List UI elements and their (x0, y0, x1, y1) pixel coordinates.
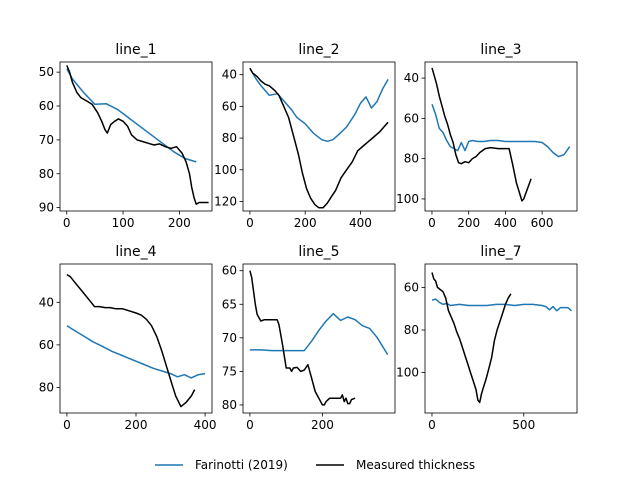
panel-title: line_1 (115, 42, 156, 58)
y-tick-label: 80 (39, 167, 54, 181)
series-line-measured (249, 270, 356, 406)
axes-frame (59, 61, 213, 212)
panel-title: line_3 (480, 42, 521, 58)
panel-line_7: line_7 0 500 60 80 100 (396, 244, 578, 432)
legend-label-farinotti: Farinotti (2019) (195, 458, 288, 472)
axes-frame (242, 263, 396, 414)
y-tick-label: 80 (222, 131, 237, 145)
series-line-measured (431, 272, 512, 404)
panel-line_3: line_3 0 200 400 600 40 60 80 100 (396, 42, 578, 230)
y-tick-label: 120 (214, 194, 237, 208)
axes-frame (59, 263, 213, 414)
y-tick-label: 40 (39, 295, 54, 309)
y-tick-label: 70 (222, 331, 237, 345)
legend-label-measured: Measured thickness (356, 458, 475, 472)
panel-title: line_2 (298, 42, 339, 58)
y-tick-label: 40 (222, 68, 237, 82)
x-tick-label: 0 (428, 216, 436, 230)
x-tick-label: 100 (112, 216, 135, 230)
y-tick-label: 90 (39, 201, 54, 215)
axes-frame (242, 61, 396, 212)
x-tick-label: 200 (125, 418, 148, 432)
axes-frame (424, 263, 578, 414)
x-tick-label: 400 (349, 216, 372, 230)
x-tick-label: 500 (512, 418, 535, 432)
panel-line_2: line_2 0 200 400 40 60 80 100 120 (214, 42, 396, 230)
x-tick-label: 400 (194, 418, 217, 432)
panel-title: line_4 (115, 244, 156, 260)
x-tick-label: 0 (246, 418, 254, 432)
series-group (431, 272, 572, 404)
series-group (249, 67, 389, 209)
x-tick-label: 0 (63, 418, 71, 432)
y-tick-label: 80 (39, 380, 54, 394)
x-tick-label: 600 (531, 216, 554, 230)
y-tick-label: 60 (404, 280, 419, 294)
y-tick-label: 80 (222, 398, 237, 412)
y-tick-label: 80 (404, 323, 419, 337)
y-tick-label: 100 (214, 163, 237, 177)
y-tick-label: 75 (222, 364, 237, 378)
y-tick-label: 60 (39, 338, 54, 352)
series-line-farinotti (431, 298, 572, 312)
y-tick-label: 100 (396, 366, 419, 380)
y-tick-label: 80 (404, 152, 419, 166)
axes-frame (424, 61, 578, 212)
panel-line_5: line_5 0 200 60 65 70 75 80 (222, 244, 396, 432)
series-group (431, 67, 571, 202)
x-tick-label: 0 (428, 418, 436, 432)
series-line-measured (66, 273, 196, 408)
x-tick-label: 400 (494, 216, 517, 230)
panel-line_4: line_4 0 200 400 40 60 80 (39, 244, 217, 432)
x-tick-label: 200 (457, 216, 480, 230)
series-line-measured (431, 67, 532, 202)
series-group (66, 65, 209, 205)
y-tick-label: 60 (39, 99, 54, 113)
series-line-farinotti (431, 104, 571, 158)
x-tick-label: 0 (246, 216, 254, 230)
y-tick-label: 60 (404, 111, 419, 125)
series-line-farinotti (66, 325, 206, 379)
y-tick-label: 60 (222, 264, 237, 278)
panel-title: line_7 (480, 244, 521, 260)
series-group (249, 270, 389, 406)
y-tick-label: 70 (39, 133, 54, 147)
panel-title: line_5 (298, 244, 339, 260)
x-tick-label: 200 (294, 216, 317, 230)
y-tick-label: 65 (222, 297, 237, 311)
series-line-farinotti (66, 68, 197, 163)
series-group (66, 273, 206, 408)
series-line-measured (66, 65, 209, 205)
x-tick-label: 200 (168, 216, 191, 230)
y-tick-label: 40 (404, 71, 419, 85)
x-tick-label: 200 (311, 418, 334, 432)
series-line-measured (249, 67, 389, 209)
y-tick-label: 100 (396, 192, 419, 206)
series-line-farinotti (249, 312, 389, 355)
y-tick-label: 60 (222, 99, 237, 113)
legend: Farinotti (2019) Measured thickness (155, 458, 475, 472)
x-tick-label: 0 (63, 216, 71, 230)
panel-line_1: line_1 0 100 200 50 60 70 80 90 (39, 42, 213, 230)
y-tick-label: 50 (39, 65, 54, 79)
series-line-farinotti (249, 67, 389, 143)
